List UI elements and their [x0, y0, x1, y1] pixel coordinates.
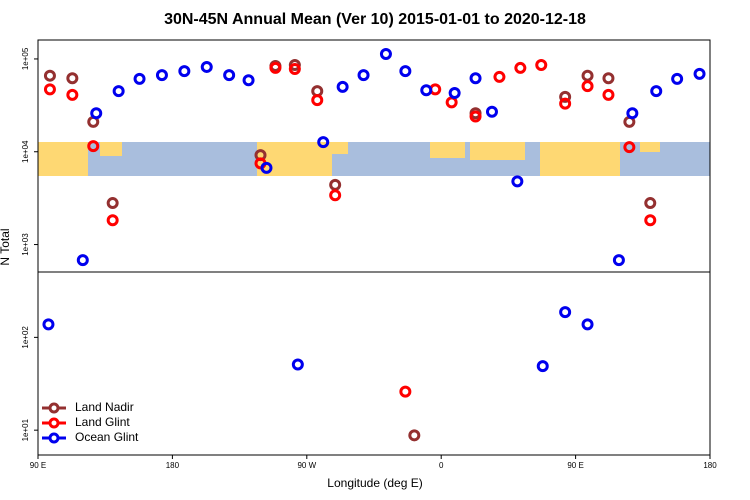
point: [612, 254, 625, 267]
point: [311, 94, 324, 107]
legend-marker: [48, 402, 60, 414]
point: [178, 65, 191, 78]
point: [112, 85, 125, 98]
point: [511, 175, 524, 188]
point: [693, 67, 706, 80]
point: [288, 62, 301, 75]
y-tick-label: 1e+04: [21, 140, 30, 163]
point: [535, 59, 548, 72]
legend-label: Land Glint: [75, 415, 130, 429]
point: [623, 141, 636, 154]
land: [38, 142, 88, 176]
land: [430, 142, 465, 158]
point: [469, 72, 482, 85]
point: [671, 72, 684, 85]
point: [650, 85, 663, 98]
legend-marker: [48, 432, 60, 444]
point: [90, 107, 103, 120]
legend-label: Ocean Glint: [75, 430, 139, 444]
chart-title: 30N-45N Annual Mean (Ver 10) 2015-01-01 …: [164, 11, 586, 28]
point: [626, 107, 639, 120]
point: [317, 136, 330, 149]
point: [43, 83, 56, 96]
point: [379, 48, 392, 61]
point: [242, 74, 255, 87]
point: [469, 110, 482, 123]
point: [200, 60, 213, 73]
point: [399, 65, 412, 78]
y-tick-label: 1e+01: [21, 418, 30, 441]
map-band: [38, 142, 710, 176]
point: [106, 214, 119, 227]
point: [42, 318, 55, 331]
point: [399, 385, 412, 398]
legend-label: Land Nadir: [75, 400, 134, 414]
y-tick-label: 1e+02: [21, 326, 30, 349]
point: [329, 189, 342, 202]
point: [133, 72, 146, 85]
point: [155, 69, 168, 82]
land: [100, 142, 122, 156]
land: [470, 142, 525, 160]
x-tick-label: 180: [703, 461, 717, 470]
point: [66, 72, 79, 85]
point: [357, 69, 370, 82]
point: [291, 358, 304, 371]
plot-frame: [37, 39, 711, 456]
x-tick-label: 0: [439, 461, 444, 470]
point: [76, 254, 89, 267]
point: [581, 80, 594, 93]
land: [540, 142, 620, 176]
point: [66, 88, 79, 101]
x-tick-label: 90 E: [30, 461, 46, 470]
point: [43, 69, 56, 82]
land: [332, 142, 348, 154]
point: [514, 61, 527, 74]
y-tick-label: 1e+05: [21, 47, 30, 70]
point: [87, 140, 100, 153]
point: [602, 88, 615, 101]
point: [106, 197, 119, 210]
point: [269, 61, 282, 74]
x-tick-label: 90 E: [567, 461, 583, 470]
point: [485, 105, 498, 118]
point: [420, 84, 433, 97]
point: [336, 80, 349, 93]
x-tick-label: 90 W: [297, 461, 316, 470]
point: [260, 161, 273, 174]
point: [644, 214, 657, 227]
point: [602, 72, 615, 85]
point: [493, 70, 506, 83]
y-tick-label: 1e+03: [21, 233, 30, 256]
point: [559, 306, 572, 319]
point: [445, 96, 458, 109]
point: [536, 360, 549, 373]
y-axis-label: N Total: [0, 228, 12, 265]
x-tick-label: 180: [166, 461, 180, 470]
legend-marker: [48, 417, 60, 429]
point: [581, 318, 594, 331]
point: [329, 178, 342, 191]
point: [581, 69, 594, 82]
point: [408, 429, 421, 442]
point: [448, 86, 461, 99]
point: [223, 69, 236, 82]
point: [559, 97, 572, 110]
land: [640, 142, 660, 152]
x-axis-label: Longitude (deg E): [327, 476, 422, 490]
point: [559, 90, 572, 103]
point: [644, 197, 657, 210]
